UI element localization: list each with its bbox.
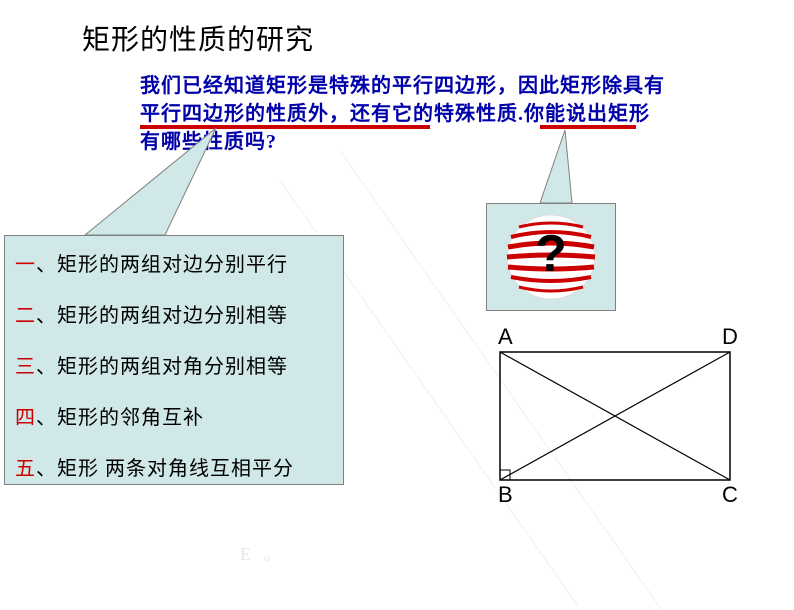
property-item: 一、矩形的两组对边分别平行 [15,248,333,277]
property-text: 、矩形的两组对角分别相等 [36,356,288,378]
property-item: 三、矩形的两组对角分别相等 [15,350,333,379]
vertex-label-c: C [722,482,738,508]
property-item: 二、矩形的两组对边分别相等 [15,299,333,328]
question-mark-icon: ? [501,209,601,305]
vertex-label-b: B [498,482,513,508]
property-text: 、矩形的邻角互补 [36,407,204,429]
vertex-label-d: D [722,324,738,350]
rectangle-svg [490,330,740,490]
vertex-label-a: A [498,324,513,350]
rectangle-diagram: A D B C [490,330,740,495]
property-num: 一 [15,254,36,276]
property-text: 、矩形的两组对边分别平行 [36,254,288,276]
property-item: 五、矩形 两条对角线互相平分 [15,452,333,481]
property-text: 、矩形的两组对边分别相等 [36,305,288,327]
question-mark-callout: ? [486,203,616,311]
property-text: 、矩形 两条对角线互相平分 [36,458,294,480]
property-num: 四 [15,407,36,429]
property-num: 五 [15,458,36,480]
property-item: 四、矩形的邻角互补 [15,401,333,430]
properties-list: 一、矩形的两组对边分别平行 二、矩形的两组对边分别相等 三、矩形的两组对角分别相… [4,235,344,485]
property-num: 三 [15,356,36,378]
svg-text:?: ? [535,225,567,283]
footer-watermark: E 。 [240,540,286,566]
property-num: 二 [15,305,36,327]
